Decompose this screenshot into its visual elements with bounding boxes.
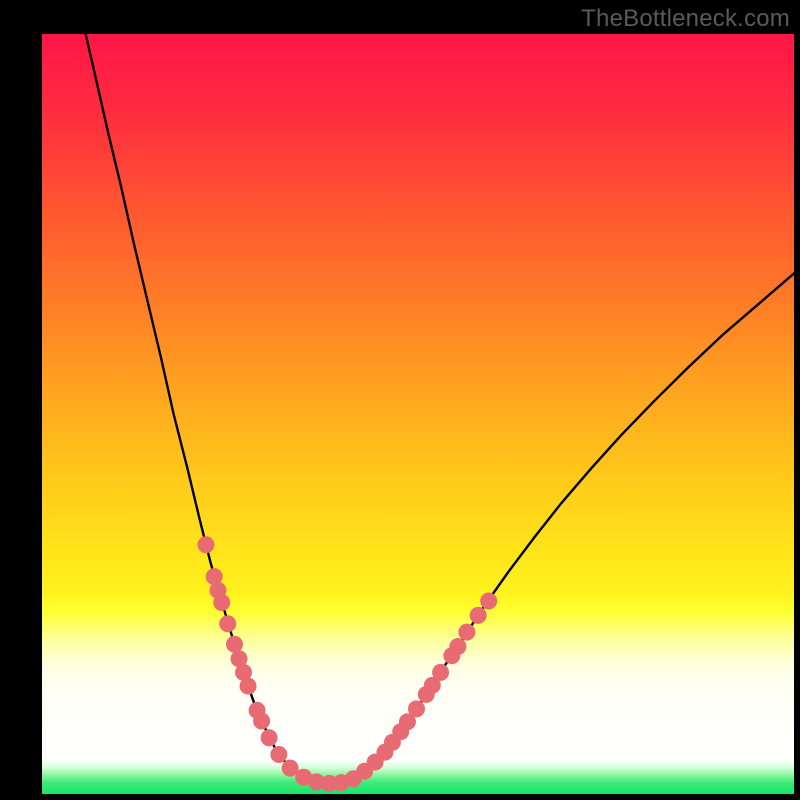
watermark-text: TheBottleneck.com [581, 5, 790, 33]
gradient-background [42, 34, 794, 794]
data-dot [270, 746, 287, 763]
chart-svg [42, 34, 794, 794]
chart-container: TheBottleneck.com [0, 0, 800, 800]
data-dot [408, 700, 425, 717]
data-dot [197, 536, 214, 553]
data-dot [458, 624, 475, 641]
data-dot [480, 592, 497, 609]
data-dot [213, 594, 230, 611]
data-dot [219, 615, 236, 632]
data-dot [261, 729, 278, 746]
data-dot [432, 664, 449, 681]
data-dot [240, 678, 257, 695]
plot-area [42, 34, 794, 794]
data-dot [470, 607, 487, 624]
data-dot [226, 636, 243, 653]
data-dot [253, 713, 270, 730]
data-dot [449, 638, 466, 655]
